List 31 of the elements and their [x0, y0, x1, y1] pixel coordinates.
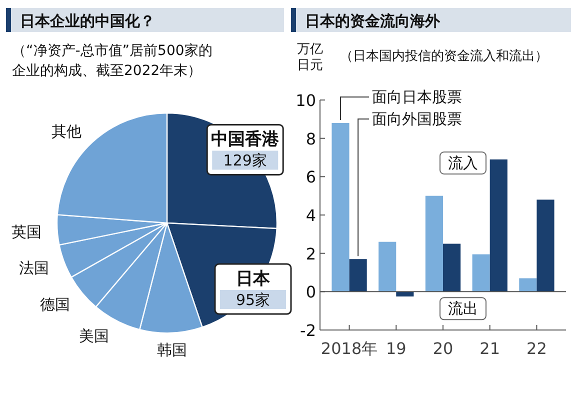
- chart-subtitle: （“净资产-总市值”居前500家的企业的构成、截至2022年末）: [12, 43, 212, 79]
- y-tick-label: 6: [306, 168, 316, 187]
- slice-label: 中国香港: [211, 130, 280, 150]
- chart-subtitle: （日本国内投信的资金流入和流出）: [340, 48, 548, 64]
- slice-label: 韩国: [156, 340, 187, 359]
- y-tick-label: 10: [296, 91, 316, 110]
- text: 面向外国股票: [372, 110, 462, 128]
- y-tick-label: -2: [300, 321, 316, 340]
- y-tick-label: 8: [306, 129, 316, 148]
- data-label: 95家: [236, 290, 270, 309]
- slice-label: 其他: [51, 122, 82, 141]
- y-axis-title: 万亿日元: [297, 42, 323, 73]
- x-tick-label: 22: [526, 339, 547, 358]
- y-tick-label: 2: [306, 244, 316, 264]
- data-label: 129家: [223, 152, 267, 170]
- slice-label: 英国: [11, 222, 42, 241]
- slice-label: 德国: [40, 295, 70, 314]
- y-tick-label: 0: [306, 282, 316, 302]
- annotation: 流入: [448, 154, 478, 172]
- slice-label: 法国: [18, 259, 49, 278]
- y-tick-label: 4: [306, 206, 316, 225]
- x-tick-label: 21: [480, 339, 500, 358]
- chart-title: 日本的资金流向海外: [305, 12, 441, 30]
- annotation: 流出: [448, 300, 478, 318]
- slice-label: 美国: [79, 326, 110, 345]
- series-label: 面向日本股票: [372, 88, 462, 106]
- x-tick-label: 20: [432, 339, 454, 358]
- x-tick-label: 2018年: [320, 339, 378, 358]
- x-tick-label: 19: [386, 339, 406, 358]
- chart-title: 日本企业的中国化？: [20, 12, 155, 30]
- slice-label: 日本: [236, 268, 271, 289]
